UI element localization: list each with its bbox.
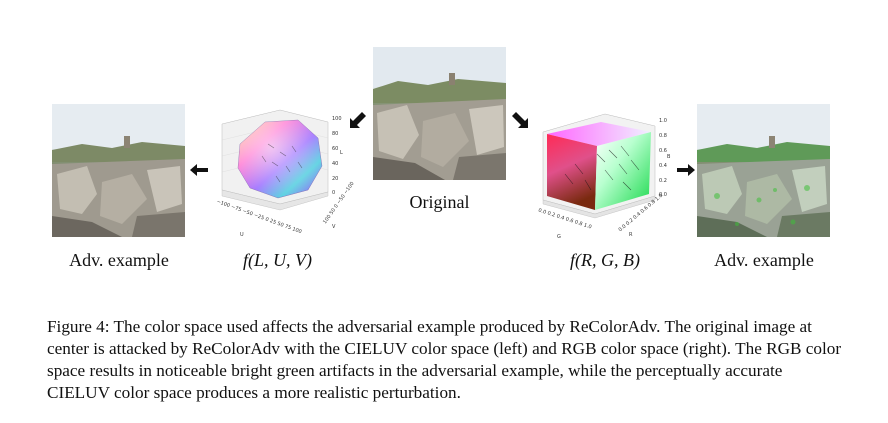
arrow-down-left-icon	[350, 112, 366, 128]
l-tick: 100	[332, 116, 342, 122]
rgb-function-label: f(R, G, B)	[570, 250, 640, 270]
original-image	[373, 47, 506, 180]
l-tick: 0	[332, 190, 336, 196]
b-tick: 0.0	[659, 192, 667, 198]
l-tick: 20	[332, 176, 339, 182]
arrow-down-right-icon	[512, 112, 528, 128]
b-tick: 1.0	[659, 118, 667, 124]
left-adv-example-label: Adv. example	[69, 250, 169, 270]
rgb-color-space-plot: 1.0 0.8 0.6 0.4 0.2 0.0 B 0.0 0.2 0.4 0.…	[535, 104, 675, 244]
b-tick: 0.6	[659, 148, 667, 154]
g-axis-name: G	[557, 234, 561, 240]
right-adv-example-image	[697, 104, 830, 237]
right-adv-example-label: Adv. example	[714, 250, 814, 270]
arrow-right-icon	[677, 164, 695, 176]
luv-function-label: f(L, U, V)	[243, 250, 312, 270]
b-axis-name: B	[667, 154, 671, 160]
b-tick: 0.8	[659, 133, 667, 139]
l-tick: 80	[332, 131, 339, 137]
r-axis-name: R	[629, 232, 633, 238]
luv-color-space-plot: 100 80 60 40 20 0 L −100 −75 −50 −25 0 2…	[210, 104, 356, 244]
v-axis-name: V	[332, 224, 336, 230]
l-tick: 60	[332, 146, 339, 152]
arrow-left-icon	[190, 164, 208, 176]
b-tick: 0.4	[659, 163, 667, 169]
l-axis-name: L	[340, 150, 343, 156]
l-tick: 40	[332, 161, 339, 167]
original-label: Original	[409, 192, 470, 212]
figure-caption: Figure 4: The color space used affects t…	[47, 317, 842, 402]
left-adv-example-image	[52, 104, 185, 237]
b-tick: 0.2	[659, 178, 667, 184]
u-axis-name: U	[240, 232, 244, 238]
